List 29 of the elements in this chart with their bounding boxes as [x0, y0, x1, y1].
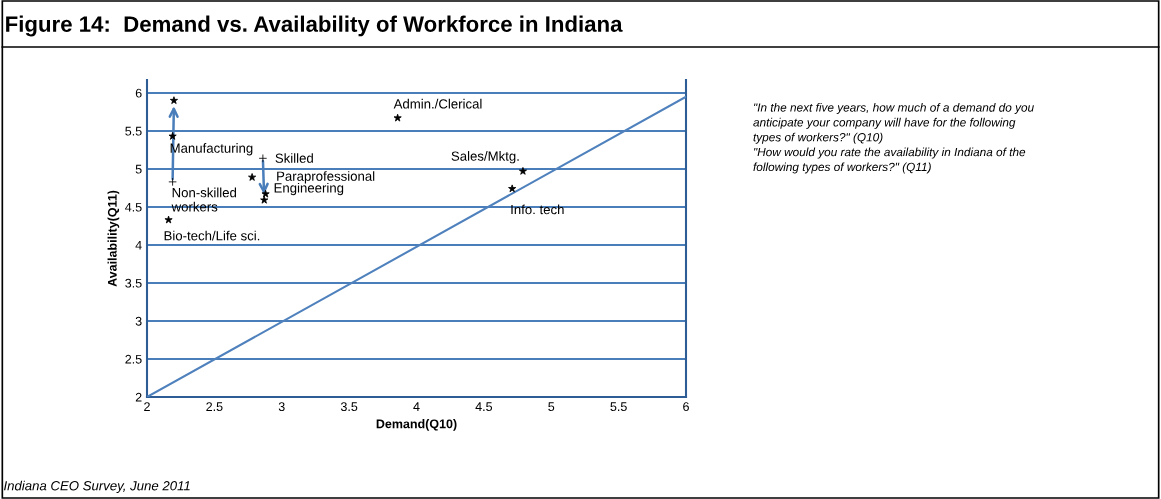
- y-tick-label: 3: [135, 316, 142, 326]
- x-tick-label: 3: [278, 402, 285, 412]
- y-tick-label: 4.5: [125, 202, 142, 212]
- x-tick-label: 2.5: [206, 402, 223, 412]
- text: Indiana CEO Survey, June 2011: [4, 480, 190, 494]
- annotation: Bio-tech/Life sci.: [164, 230, 260, 241]
- annotation: Skilled: [275, 153, 313, 163]
- y-tick-label: 5.5: [125, 126, 142, 136]
- y-tick-label: 3.5: [125, 278, 142, 288]
- y-tick-label: 4: [135, 240, 142, 250]
- x-tick-label: 4.5: [475, 402, 493, 412]
- x-tick-label: 3.5: [340, 402, 358, 412]
- annotation: Engineering: [274, 182, 344, 196]
- y-tick-label: 5: [135, 164, 142, 174]
- y-tick-label: 6: [135, 88, 142, 98]
- text: "In the next five years, how much of a demand do you anticipate your company will have for the following types of workers?" (Q10) "How would you rate the availability in Indiana of the following types of workers?" (Q11): [753, 103, 1034, 174]
- x-axis-title: Demand(Q10): [376, 419, 457, 431]
- chart-title: Figure 14: Demand vs. Availability of Workforce in Indiana: [6, 15, 623, 37]
- x-tick-label: 5: [548, 402, 555, 412]
- y-tick-label: 2: [135, 392, 142, 402]
- x-tick-label: 6: [683, 402, 689, 412]
- x-tick-label: 5.5: [610, 402, 627, 412]
- annotation: Paraprofessional: [277, 171, 375, 184]
- x-tick-label: 2: [144, 402, 150, 411]
- annotation: Sales/Mktg.: [451, 151, 519, 164]
- y-tick-label: 2.5: [125, 354, 142, 364]
- x-tick-label: 4: [413, 402, 420, 411]
- annotation: Admin./Clerical: [393, 98, 482, 109]
- y-axis-title: Availability(Q11): [107, 190, 120, 287]
